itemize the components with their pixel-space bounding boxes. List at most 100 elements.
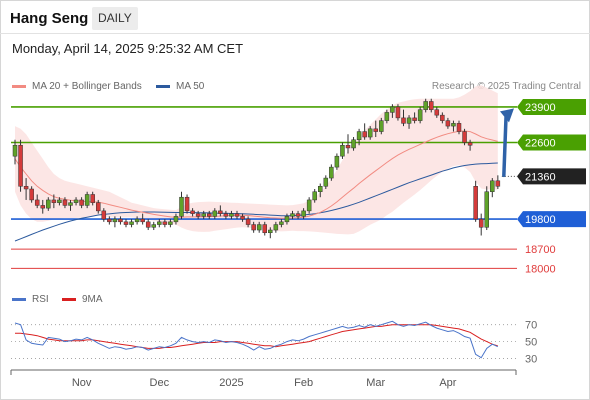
candle-body — [140, 218, 145, 223]
candle-body — [384, 112, 390, 121]
candle-body — [118, 218, 123, 223]
candle-body — [456, 123, 462, 132]
candle-body — [445, 120, 451, 127]
rsi-tick-70: 70 — [525, 320, 537, 332]
candle-body — [223, 213, 229, 217]
candle-body — [195, 213, 201, 217]
candle-body — [395, 106, 401, 119]
rsi-tick-30: 30 — [525, 354, 537, 366]
candles-group — [12, 98, 501, 239]
level-label-18700: 18700 — [525, 244, 556, 256]
candle-body — [90, 194, 95, 203]
candle-body — [451, 123, 456, 127]
legend-9ma: 9MA — [62, 294, 103, 305]
level-tag-21360 — [517, 168, 586, 185]
candle-body — [406, 117, 412, 124]
candle-body — [429, 101, 434, 110]
candle-body — [157, 221, 162, 225]
candle-body — [207, 213, 212, 217]
candle-body — [423, 101, 428, 110]
level-label-23900: 23900 — [525, 102, 556, 114]
candle-body — [323, 177, 329, 187]
candle-body — [201, 213, 206, 217]
candle-body — [212, 210, 218, 217]
candle-body — [373, 128, 378, 132]
candle-body — [362, 131, 367, 138]
candle-body — [101, 210, 107, 220]
candle-body — [112, 218, 118, 223]
legend-ma20-label: MA 20 + Bollinger Bands — [32, 81, 142, 92]
candle-body — [190, 210, 195, 214]
candle-body — [96, 202, 101, 212]
x-tick-Dec: Dec — [150, 377, 170, 389]
candle-body — [351, 139, 356, 149]
level-label-19800: 19800 — [525, 214, 556, 226]
candle-body — [295, 213, 301, 217]
candle-body — [240, 216, 245, 220]
candle-body — [68, 202, 73, 206]
level-label-22600: 22600 — [525, 138, 556, 150]
candle-body — [367, 128, 373, 138]
candle-body — [462, 131, 467, 143]
level-tag-19800 — [517, 211, 586, 228]
header-divider — [0, 33, 590, 34]
legend-ma50: MA 50 — [156, 81, 204, 92]
x-tick-Feb: Feb — [294, 377, 313, 389]
candle-body — [40, 205, 45, 209]
candle-body — [379, 120, 384, 132]
candle-body — [62, 199, 68, 206]
timeframe-badge[interactable]: DAILY — [92, 7, 138, 30]
candle-body — [129, 221, 134, 225]
candle-body — [356, 131, 362, 141]
candle-body — [173, 216, 179, 223]
legend-rsi: RSI — [12, 294, 49, 305]
candle-body — [306, 199, 312, 212]
candle-body — [273, 224, 279, 231]
candle-body — [179, 196, 184, 217]
candle-body — [162, 221, 168, 225]
candle-body — [440, 114, 445, 121]
candle-body — [151, 224, 156, 228]
candle-body — [168, 221, 173, 225]
candle-body — [495, 180, 501, 187]
candle-body — [18, 144, 23, 187]
candle-body — [478, 218, 484, 228]
candle-body — [290, 213, 295, 217]
ma20-swatch — [12, 85, 26, 88]
candle-body — [57, 199, 62, 203]
candle-body — [245, 218, 251, 225]
legend-ma20: MA 20 + Bollinger Bands — [12, 81, 142, 92]
candle-body — [312, 191, 317, 201]
candle-body — [434, 109, 440, 116]
candle-body — [107, 218, 112, 223]
candle-body — [340, 144, 345, 157]
legend-9ma-label: 9MA — [82, 294, 103, 305]
legend-rsi-label: RSI — [32, 294, 49, 305]
candle-body — [145, 221, 151, 228]
candle-body — [473, 186, 478, 220]
research-credit: Research © 2025 Trading Central — [431, 81, 581, 92]
candle-body — [73, 199, 79, 203]
candle-body — [34, 199, 40, 206]
candle-body — [184, 196, 190, 212]
candle-body — [46, 199, 51, 209]
x-tick-Nov: Nov — [72, 377, 92, 389]
candle-body — [229, 213, 234, 217]
candle-body — [390, 106, 395, 113]
level-tag-22600 — [517, 134, 586, 151]
candle-body — [134, 218, 140, 223]
instrument-title: Hang Seng — [10, 10, 89, 27]
rsi-tick-50: 50 — [525, 337, 537, 349]
bollinger-band — [15, 85, 498, 235]
candle-body — [256, 224, 262, 231]
candle-body — [12, 144, 18, 157]
candle-body — [234, 213, 240, 217]
ma9-swatch — [62, 298, 76, 301]
candle-body — [79, 199, 84, 206]
candle-body — [23, 186, 29, 190]
ma20-line — [14, 130, 498, 219]
candle-body — [123, 221, 129, 225]
rsi-9ma-line — [15, 324, 498, 349]
candle-body — [417, 109, 423, 121]
candle-body — [301, 210, 306, 217]
